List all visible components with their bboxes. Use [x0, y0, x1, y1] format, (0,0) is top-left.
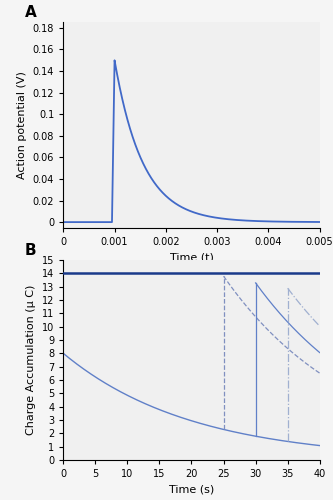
Y-axis label: Action potential (V): Action potential (V) [17, 71, 27, 179]
Text: B: B [25, 243, 36, 258]
Y-axis label: Charge Accumulation (µ C): Charge Accumulation (µ C) [26, 285, 36, 435]
Text: A: A [25, 6, 37, 20]
X-axis label: Time (t): Time (t) [169, 252, 213, 262]
X-axis label: Time (s): Time (s) [169, 484, 214, 494]
